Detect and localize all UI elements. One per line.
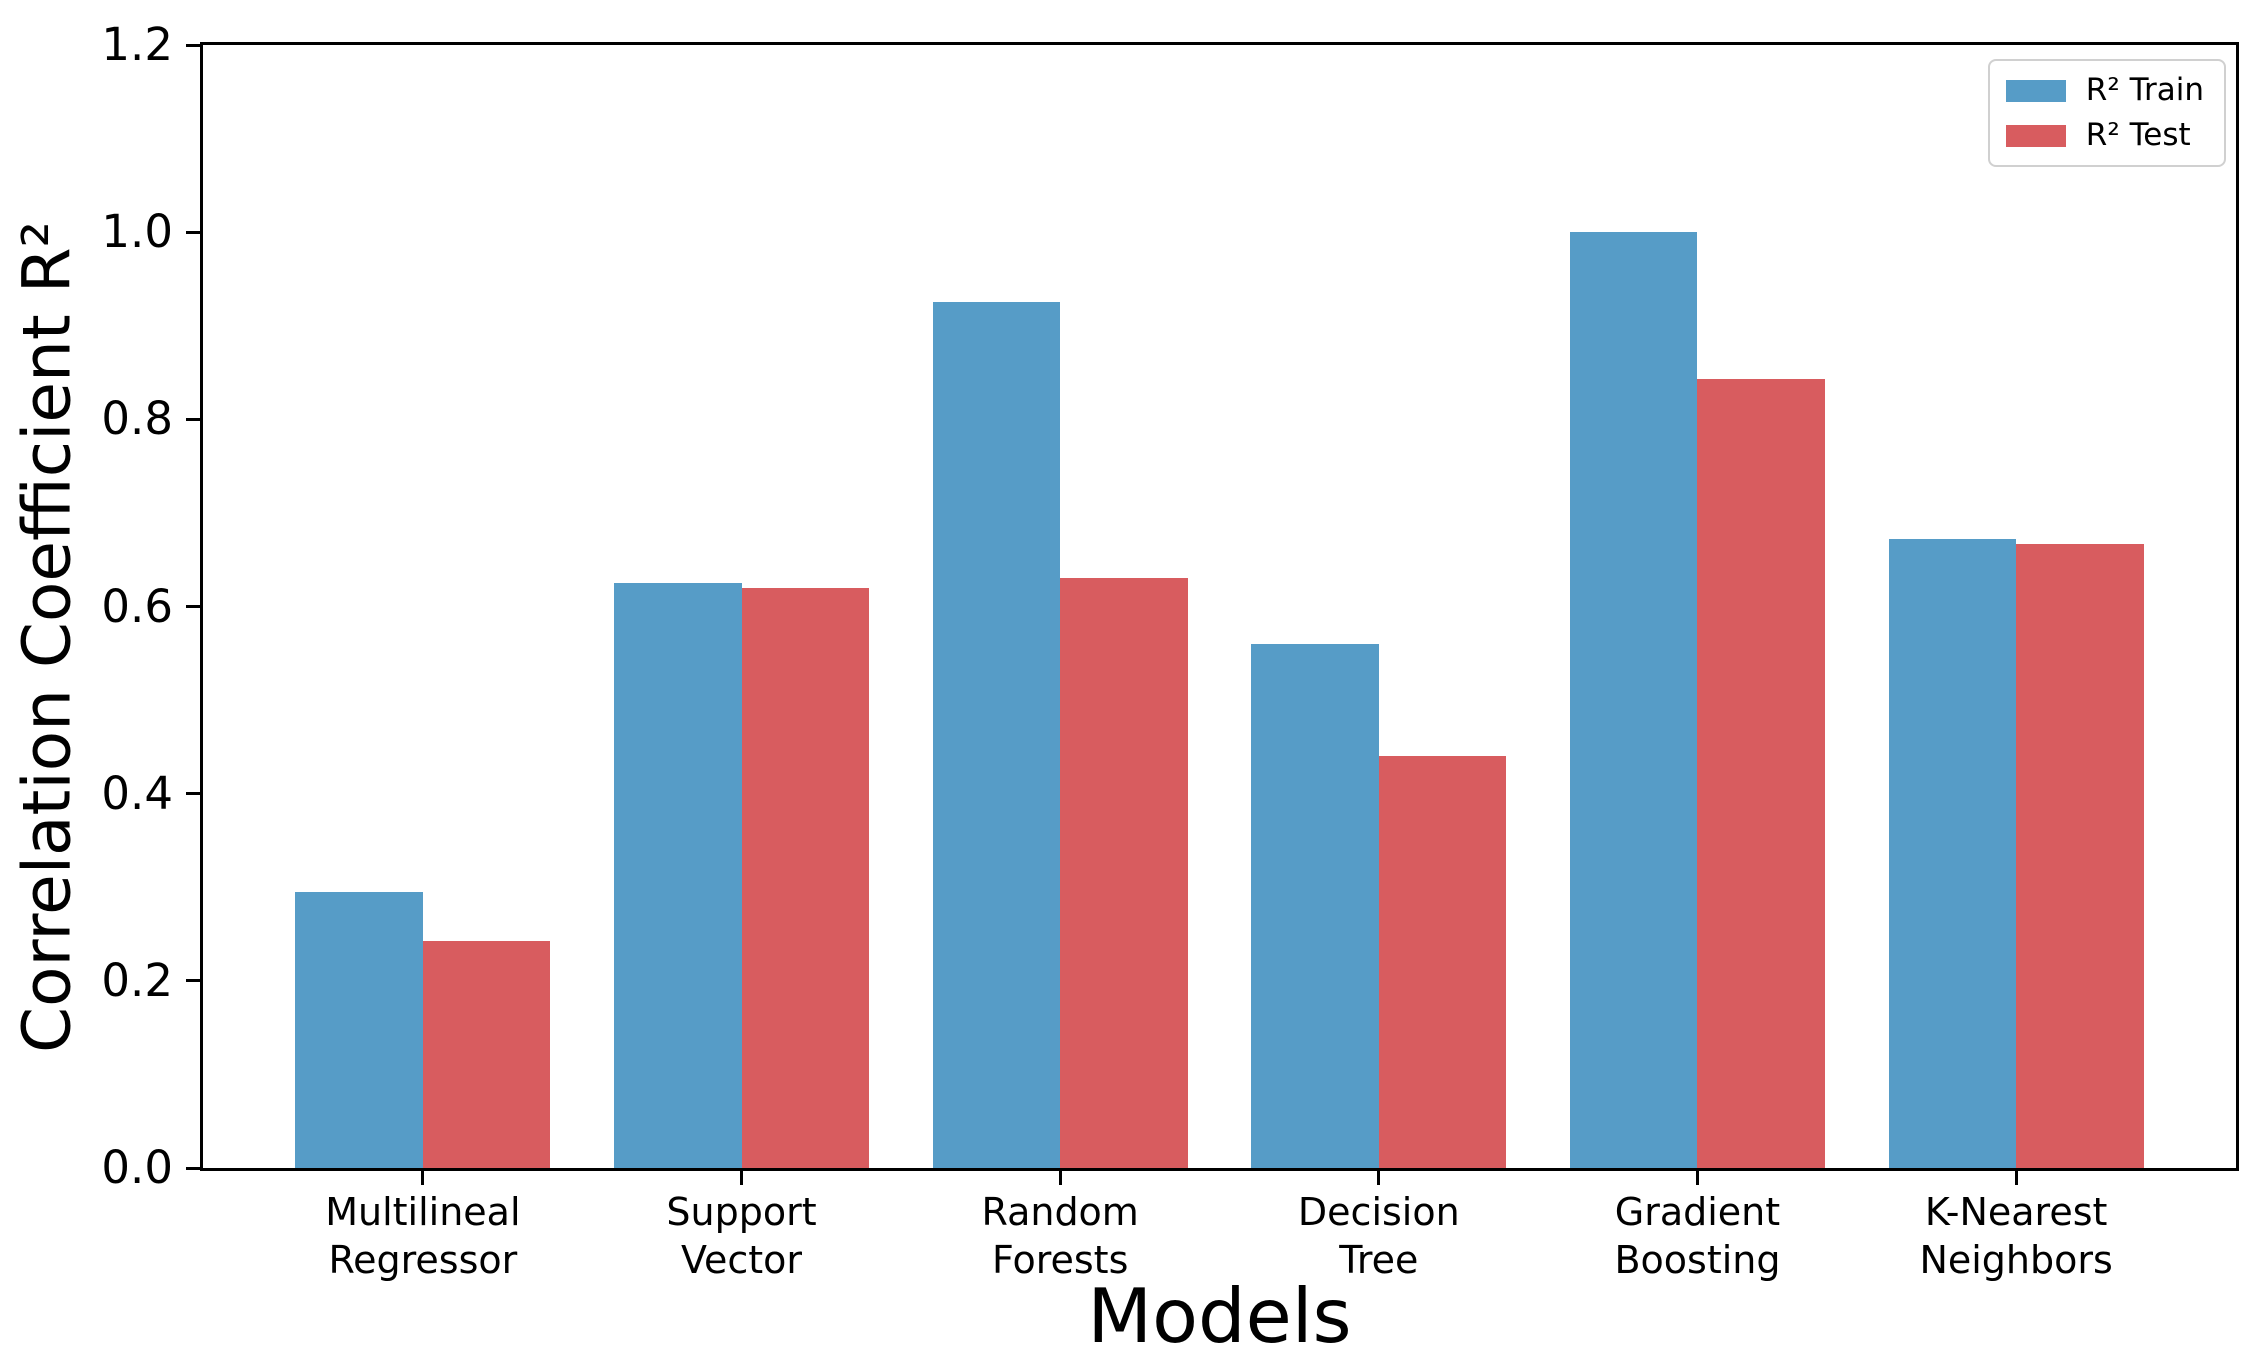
bar-train-6 <box>1888 539 2017 1168</box>
x-tick <box>421 1171 425 1185</box>
x-tick-label: Random Forests <box>981 1190 1139 1282</box>
y-axis-label: Correlation Coefficient R² <box>8 220 86 1054</box>
bar-test-1 <box>422 940 551 1168</box>
y-tick-label: 0.4 <box>101 766 173 820</box>
y-tick <box>186 605 200 608</box>
y-tick <box>186 792 200 796</box>
bar-test-5 <box>1697 379 1825 1168</box>
x-axis-label: Models <box>1087 1272 1352 1360</box>
y-tick <box>186 417 200 421</box>
bar-test-6 <box>2016 543 2144 1168</box>
legend-item-test: R² Test <box>2005 117 2204 153</box>
y-tick-label: 1.0 <box>101 205 173 259</box>
y-tick <box>186 230 200 234</box>
legend-item-train: R² Train <box>2005 72 2204 108</box>
x-tick <box>1058 1171 1062 1185</box>
bar-test-2 <box>741 587 869 1168</box>
x-tick-label: Decision Tree <box>1297 1190 1460 1282</box>
bar-test-3 <box>1060 578 1188 1168</box>
y-tick <box>186 1166 200 1170</box>
x-tick <box>1695 1171 1699 1185</box>
legend: R² Train R² Test <box>1987 59 2226 167</box>
bar-train-4 <box>1251 643 1379 1168</box>
bar-test-4 <box>1378 756 1507 1168</box>
y-tick-label: 0.8 <box>101 392 173 446</box>
y-tick-label: 0.2 <box>101 953 173 1007</box>
x-tick <box>2014 1171 2018 1185</box>
y-tick <box>186 979 200 983</box>
x-tick <box>740 1171 744 1185</box>
bar-train-3 <box>932 302 1061 1168</box>
train-swatch-icon <box>2005 79 2066 102</box>
test-swatch-icon <box>2005 124 2066 147</box>
plot-area: R² Train R² Test 0.0 0.2 0.4 0.6 0.8 1.0 1.2 Mu… <box>101 22 2239 1282</box>
x-tick-label: Gradient Boosting <box>1614 1190 1781 1282</box>
bar-train-5 <box>1570 232 1698 1168</box>
legend-label-test: R² Test <box>2085 117 2191 153</box>
bar-train-1 <box>295 891 423 1168</box>
y-tick-label: 0.0 <box>101 1141 173 1194</box>
x-tick-label: K-Nearest Neighbors <box>1919 1190 2113 1282</box>
legend-label-train: R² Train <box>2085 72 2204 108</box>
y-tick-label: 1.2 <box>101 18 173 71</box>
x-tick <box>1377 1171 1381 1185</box>
bar-train-2 <box>614 583 742 1168</box>
y-tick-label: 0.6 <box>101 579 173 633</box>
x-tick-label: Multilineal Regressor <box>325 1190 521 1282</box>
y-tick <box>186 43 200 47</box>
x-tick-label: Support Vector <box>666 1190 817 1282</box>
